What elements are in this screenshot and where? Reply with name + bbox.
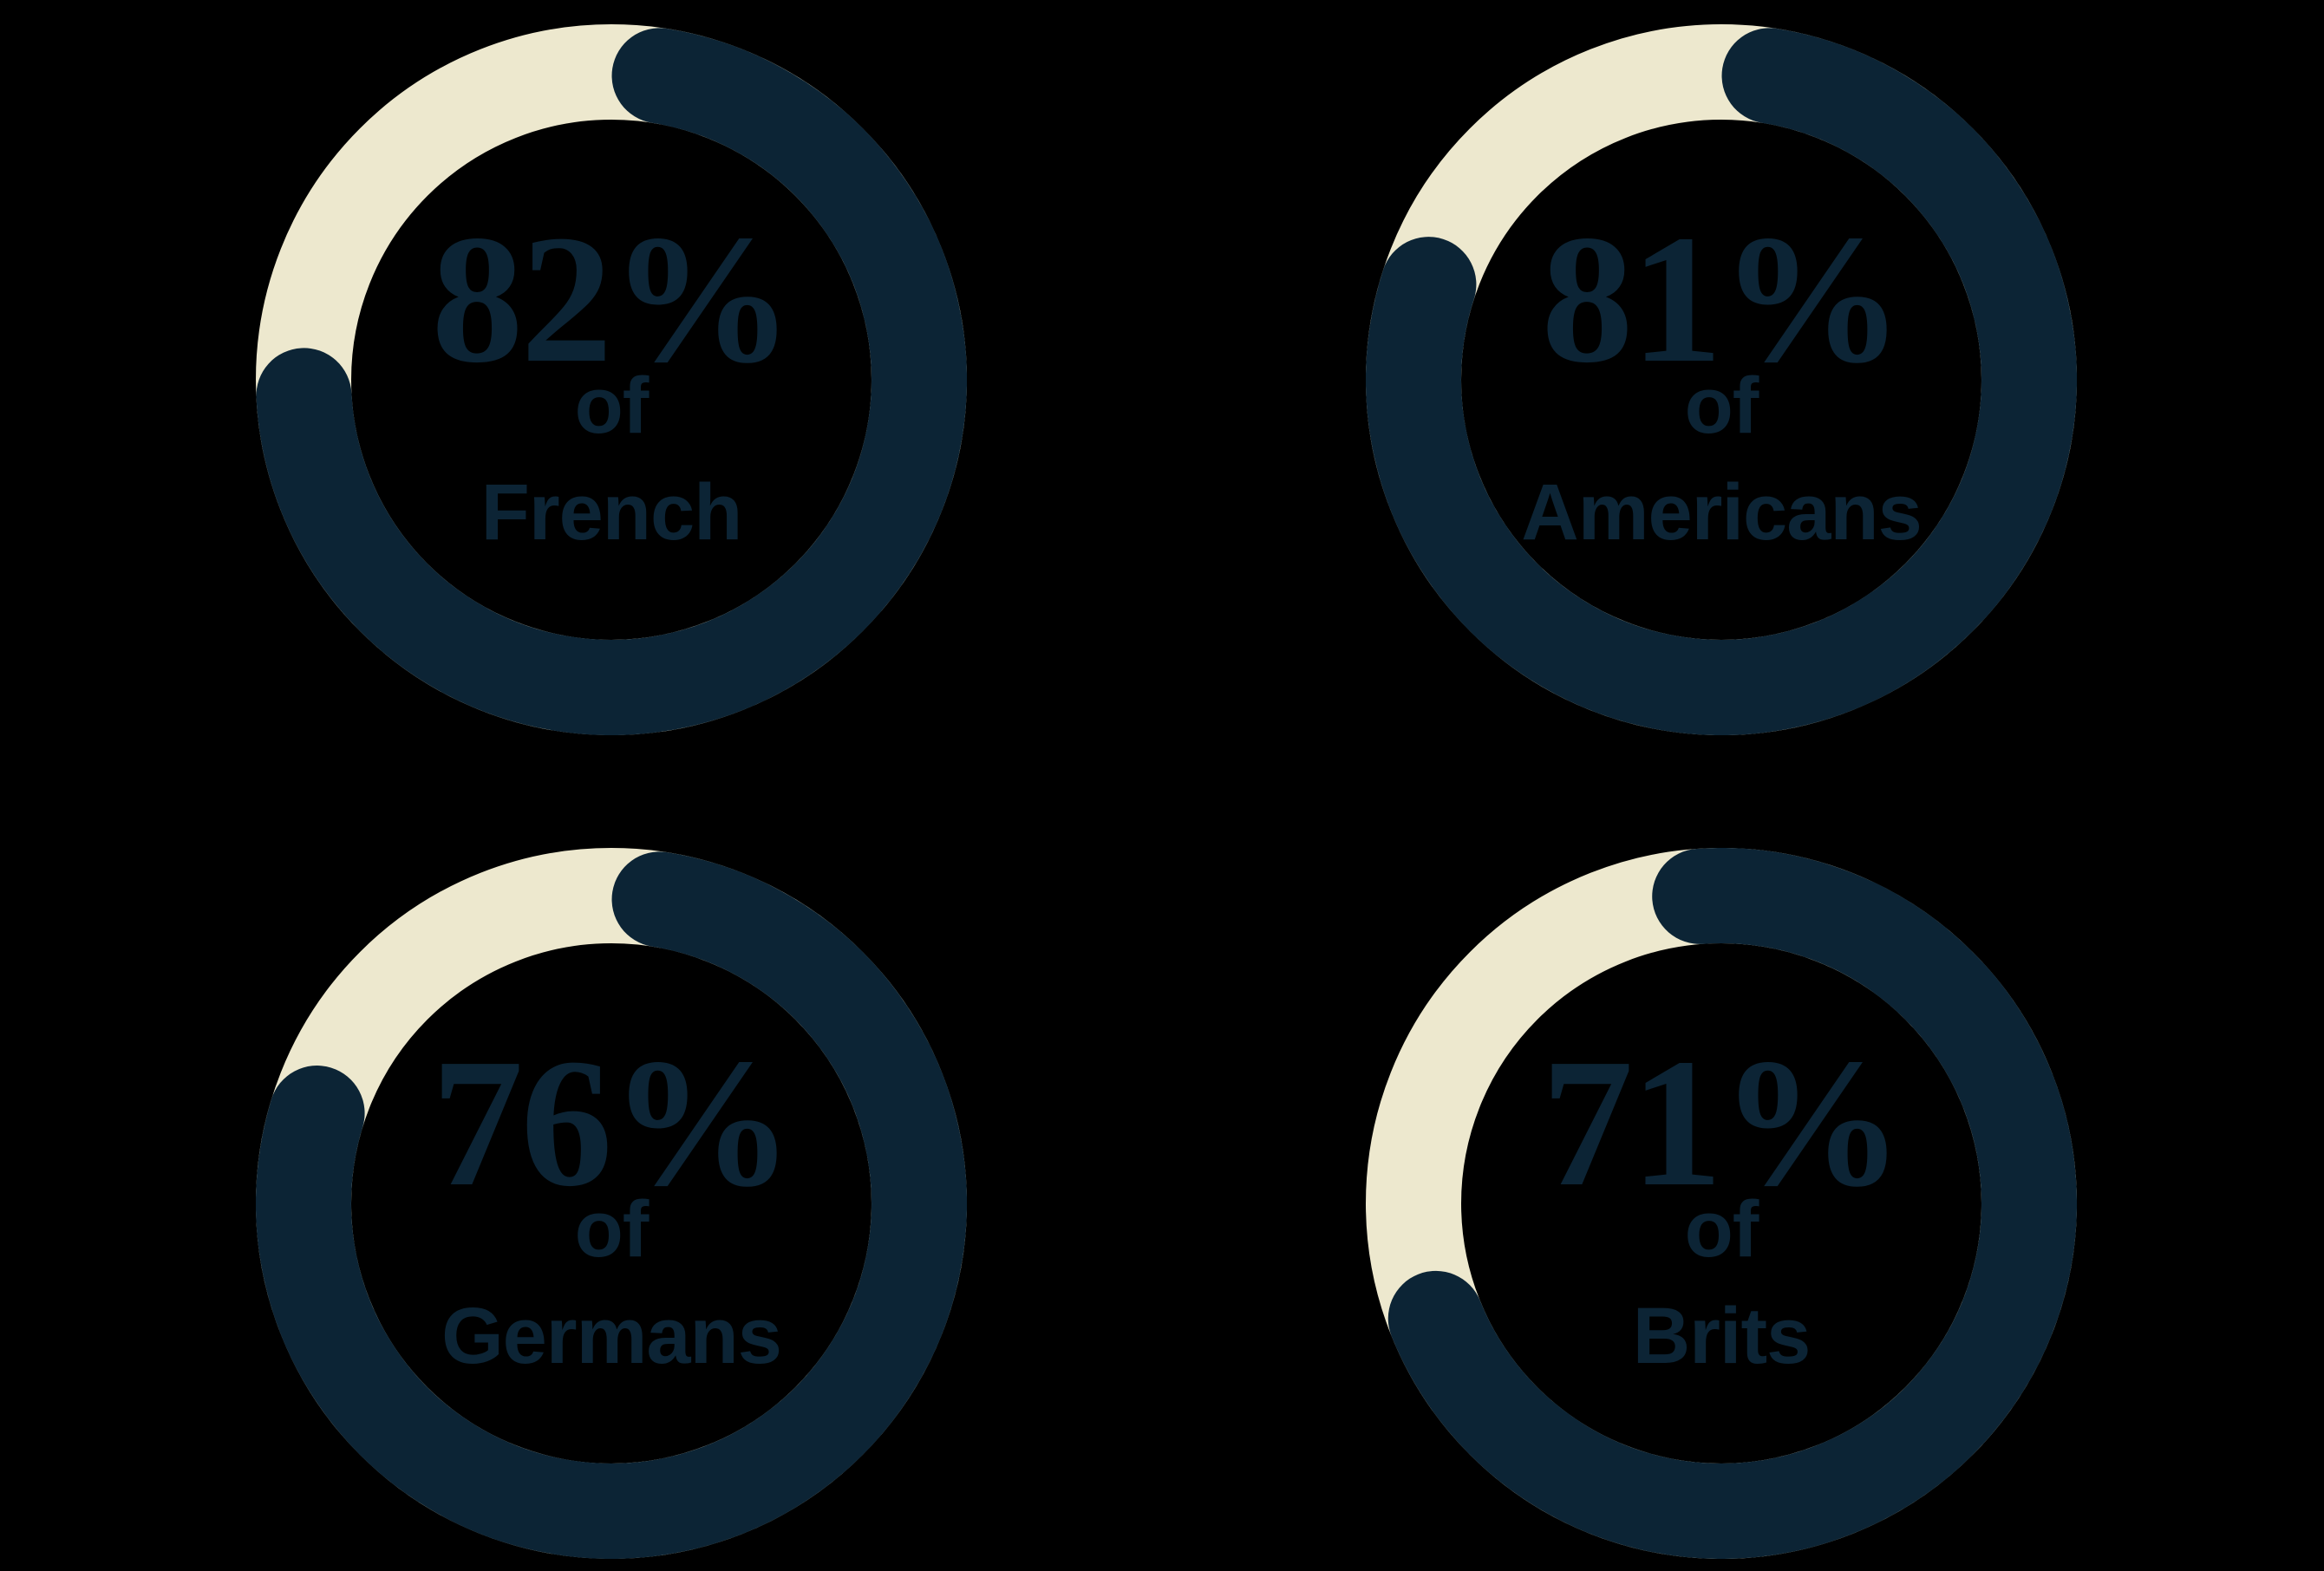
donut-chart-americans: 81% of Americans <box>1366 24 2077 735</box>
donut-chart-french: 82% of French <box>256 24 967 735</box>
donut-center-label: 71% of Brits <box>1366 848 2077 1559</box>
group-label: Brits <box>1632 1292 1812 1380</box>
donut-value-arc <box>1366 848 2077 1559</box>
donut-center-label: 82% of French <box>256 24 967 735</box>
group-label: Germans <box>441 1292 782 1380</box>
group-label: French <box>480 468 743 557</box>
percent-value: 76% <box>431 1020 794 1224</box>
donut-ring <box>1366 24 2077 735</box>
of-label: of <box>574 362 650 450</box>
donut-ring <box>256 848 967 1559</box>
percent-value: 71% <box>1541 1020 1904 1224</box>
percent-value: 81% <box>1541 197 1904 401</box>
donut-chart-germans: 76% of Germans <box>256 848 967 1559</box>
donut-ring <box>256 24 967 735</box>
of-label: of <box>1684 362 1759 450</box>
percent-value: 82% <box>431 197 794 401</box>
donut-value-arc <box>1366 24 2077 735</box>
donut-chart-brits: 71% of Brits <box>1366 848 2077 1559</box>
group-label: Americans <box>1521 468 1922 557</box>
donut-value-arc <box>256 848 967 1559</box>
of-label: of <box>1684 1185 1759 1274</box>
donut-ring <box>1366 848 2077 1559</box>
donut-center-label: 81% of Americans <box>1366 24 2077 735</box>
of-label: of <box>574 1185 650 1274</box>
donut-value-arc <box>256 24 967 735</box>
donut-center-label: 76% of Germans <box>256 848 967 1559</box>
